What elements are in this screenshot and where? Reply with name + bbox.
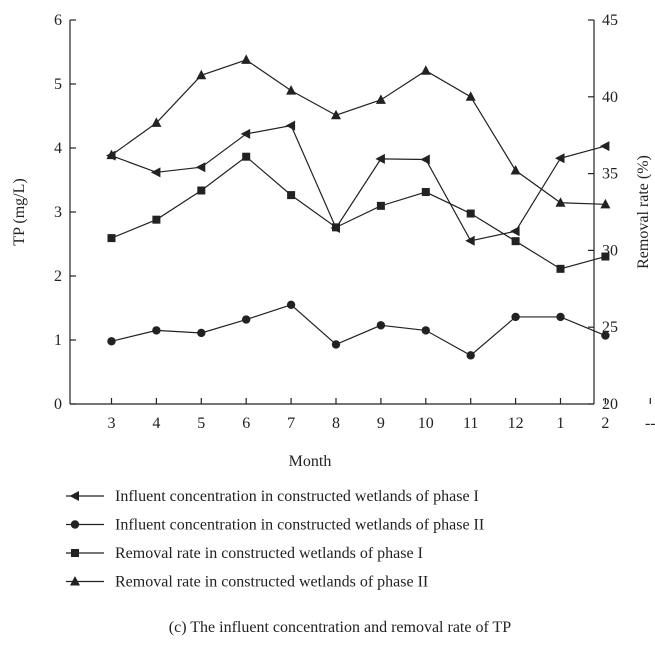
data-point — [511, 237, 520, 246]
series-line — [111, 304, 606, 357]
data-point — [286, 300, 296, 309]
data-point — [465, 235, 475, 246]
data-point — [601, 252, 610, 261]
x-tick-label: 11 — [463, 415, 478, 432]
y-right-tick-label: 45 — [602, 12, 618, 29]
y-left-label: TP (mg/L) — [11, 178, 28, 245]
data-point — [599, 141, 610, 152]
data-point — [465, 91, 476, 101]
legend-item: Removal rate in constructed wetlands of … — [66, 574, 428, 591]
x-tick-label: 10 — [418, 415, 434, 432]
x-tick-label: 4 — [152, 415, 160, 432]
data-point — [195, 162, 206, 173]
series-3 — [107, 152, 610, 273]
data-point — [376, 321, 386, 330]
y-left-tick-label: 0 — [54, 396, 62, 413]
data-point — [600, 198, 611, 209]
legend-label: Influent concentration in constructed we… — [115, 517, 484, 534]
figure-caption: (c) The influent concentration and remov… — [169, 619, 511, 636]
y-left-tick-label: 2 — [54, 268, 62, 285]
data-point — [420, 65, 431, 75]
plot-area — [69, 20, 595, 405]
y-left-tick-label: 4 — [54, 140, 62, 157]
data-point — [242, 152, 251, 161]
legend-item: Removal rate in constructed wetlands of … — [66, 545, 423, 562]
series-line — [111, 124, 606, 242]
data-point — [107, 337, 116, 346]
x-tick-label: 2 — [601, 415, 609, 432]
series-2 — [107, 300, 610, 360]
series-group — [106, 54, 611, 360]
data-point — [242, 315, 251, 324]
data-point — [556, 312, 565, 322]
data-point — [151, 117, 162, 127]
data-point — [196, 69, 207, 80]
series-line — [111, 59, 606, 205]
data-point — [150, 167, 161, 178]
data-point — [510, 226, 520, 237]
legend-label: Removal rate in constructed wetlands of … — [115, 545, 423, 562]
data-point — [287, 191, 296, 200]
data-point — [106, 149, 117, 160]
data-point — [331, 109, 341, 120]
y-left-tick-label: 5 — [54, 76, 62, 93]
legend-item: Influent concentration in constructed we… — [66, 517, 484, 534]
data-point — [331, 340, 341, 349]
x-tick-label: -- — [645, 415, 655, 432]
y-right-label: Removal rate (%) — [635, 155, 652, 269]
data-point — [555, 153, 565, 164]
data-point — [107, 234, 116, 243]
data-point — [466, 209, 475, 218]
legend-label: Removal rate in constructed wetlands of … — [115, 574, 428, 591]
y-right-tick-label: 20 — [602, 396, 618, 413]
data-point — [241, 54, 252, 64]
data-point — [152, 215, 161, 224]
data-point — [421, 326, 430, 335]
x-tick-label: 9 — [377, 415, 385, 432]
data-point — [466, 351, 475, 360]
legend-label: Influent concentration in constructed we… — [115, 488, 479, 505]
x-tick-label: 6 — [242, 415, 250, 432]
x-tick-label: 12 — [508, 415, 524, 432]
x-axis-label: Month — [289, 453, 332, 470]
legend-marker — [71, 549, 79, 557]
data-point — [375, 94, 386, 104]
x-tick-label: 5 — [197, 415, 205, 432]
y-left-tick-label: 1 — [54, 332, 62, 349]
data-point — [376, 201, 385, 210]
data-point — [555, 197, 566, 207]
data-point — [240, 128, 251, 139]
y-left-tick-label: 6 — [54, 12, 62, 29]
data-point — [421, 188, 430, 197]
x-tick-label: 3 — [108, 415, 116, 432]
data-point — [511, 312, 520, 322]
data-point — [285, 120, 296, 131]
x-tick-label: 8 — [332, 415, 340, 432]
y-right-tick-label: 35 — [602, 166, 618, 183]
data-point — [286, 85, 297, 95]
y-left-tick-label: 3 — [54, 204, 62, 221]
y-right-tick-label: 40 — [602, 89, 618, 106]
data-point — [152, 326, 161, 335]
data-point — [375, 153, 385, 164]
data-point — [420, 154, 430, 165]
legend-item: Influent concentration in constructed we… — [66, 488, 479, 505]
data-point — [197, 186, 206, 195]
legend-marker — [70, 576, 80, 586]
data-point — [510, 165, 521, 175]
legend-marker — [69, 491, 79, 501]
x-tick-label: 1 — [557, 415, 565, 432]
data-point — [332, 223, 340, 232]
data-point — [197, 328, 206, 338]
legend: Influent concentration in constructed we… — [66, 488, 484, 591]
legend-marker — [70, 520, 80, 529]
data-point — [601, 331, 610, 340]
series-4 — [106, 54, 611, 209]
series-line — [111, 155, 606, 270]
x-tick-label: 7 — [287, 415, 295, 432]
data-point — [556, 264, 565, 273]
